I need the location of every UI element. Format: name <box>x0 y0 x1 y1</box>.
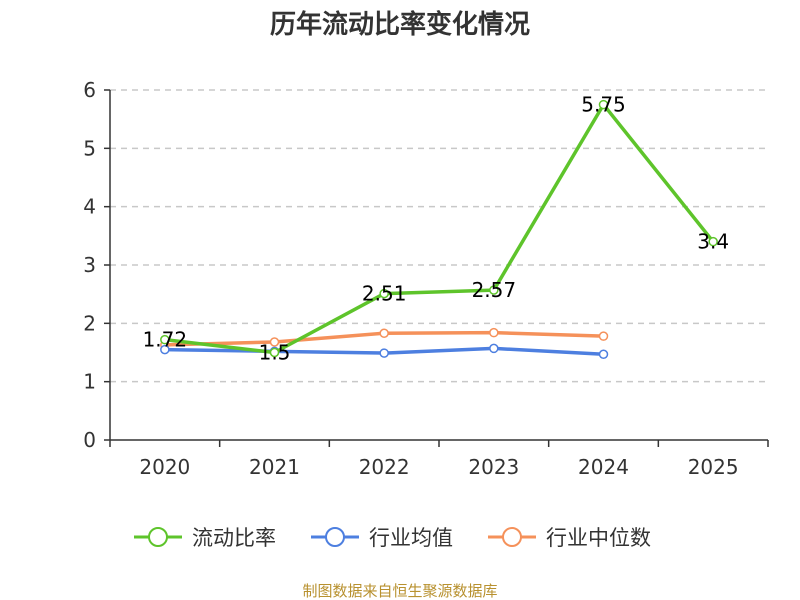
data-label: 2.57 <box>472 278 517 302</box>
data-label: 5.75 <box>581 93 626 117</box>
data-point[interactable] <box>598 331 609 341</box>
data-point[interactable] <box>379 328 389 338</box>
data-point[interactable] <box>379 348 389 358</box>
series-0 <box>160 99 718 358</box>
series-line <box>164 102 715 355</box>
data-point[interactable] <box>269 347 280 358</box>
legend-marker <box>502 527 522 547</box>
series-lines <box>160 99 718 359</box>
y-tick-label: 2 <box>83 311 96 335</box>
data-point[interactable] <box>598 349 609 359</box>
data-point[interactable] <box>160 344 170 355</box>
legend-item-1[interactable]: 行业均值 <box>311 526 453 550</box>
data-point[interactable] <box>598 99 609 110</box>
source-note: 制图数据来自恒生聚源数据库 <box>302 582 497 600</box>
legend-marker <box>148 527 168 547</box>
data-point[interactable] <box>489 343 499 354</box>
y-tick-label: 6 <box>83 78 96 102</box>
y-tick-label: 4 <box>83 195 96 219</box>
y-tick-label: 3 <box>83 253 96 277</box>
data-point[interactable] <box>489 327 499 338</box>
legend[interactable]: 流动比率 行业均值 行业中位数 <box>134 526 651 550</box>
x-tick-label: 2023 <box>468 455 519 479</box>
data-label: 1.72 <box>143 328 188 352</box>
data-point[interactable] <box>379 288 389 299</box>
chart-title: 历年流动比率变化情况 <box>270 9 530 40</box>
data-point[interactable] <box>160 334 170 345</box>
y-tick-label: 0 <box>83 428 96 452</box>
x-tick-label: 2020 <box>139 455 190 479</box>
x-tick-label: 2021 <box>249 455 300 479</box>
data-label: 3.4 <box>697 230 729 254</box>
legend-item-0[interactable]: 流动比率 <box>134 526 276 550</box>
x-tick-label: 2022 <box>359 455 410 479</box>
data-point[interactable] <box>269 337 280 347</box>
legend-label: 流动比率 <box>192 526 276 550</box>
data-labels: 1.72 1.5 2.51 2.57 5.75 3.4 <box>143 93 730 365</box>
data-point[interactable] <box>489 285 499 295</box>
grid-lines <box>110 89 768 383</box>
legend-label: 行业均值 <box>369 526 453 550</box>
axes: 0 1 2 3 4 5 6 2020 2021 2022 2023 2024 2025 <box>83 78 769 479</box>
legend-item-2[interactable]: 行业中位数 <box>488 526 651 550</box>
legend-marker <box>325 527 345 547</box>
data-label: 1.5 <box>259 341 291 365</box>
x-tick-label: 2025 <box>688 455 739 479</box>
y-tick-label: 1 <box>83 370 96 394</box>
data-label: 2.51 <box>362 282 407 306</box>
legend-label: 行业中位数 <box>546 526 651 550</box>
data-point[interactable] <box>708 236 718 247</box>
x-tick-label: 2024 <box>578 455 629 479</box>
y-tick-label: 5 <box>83 136 96 160</box>
